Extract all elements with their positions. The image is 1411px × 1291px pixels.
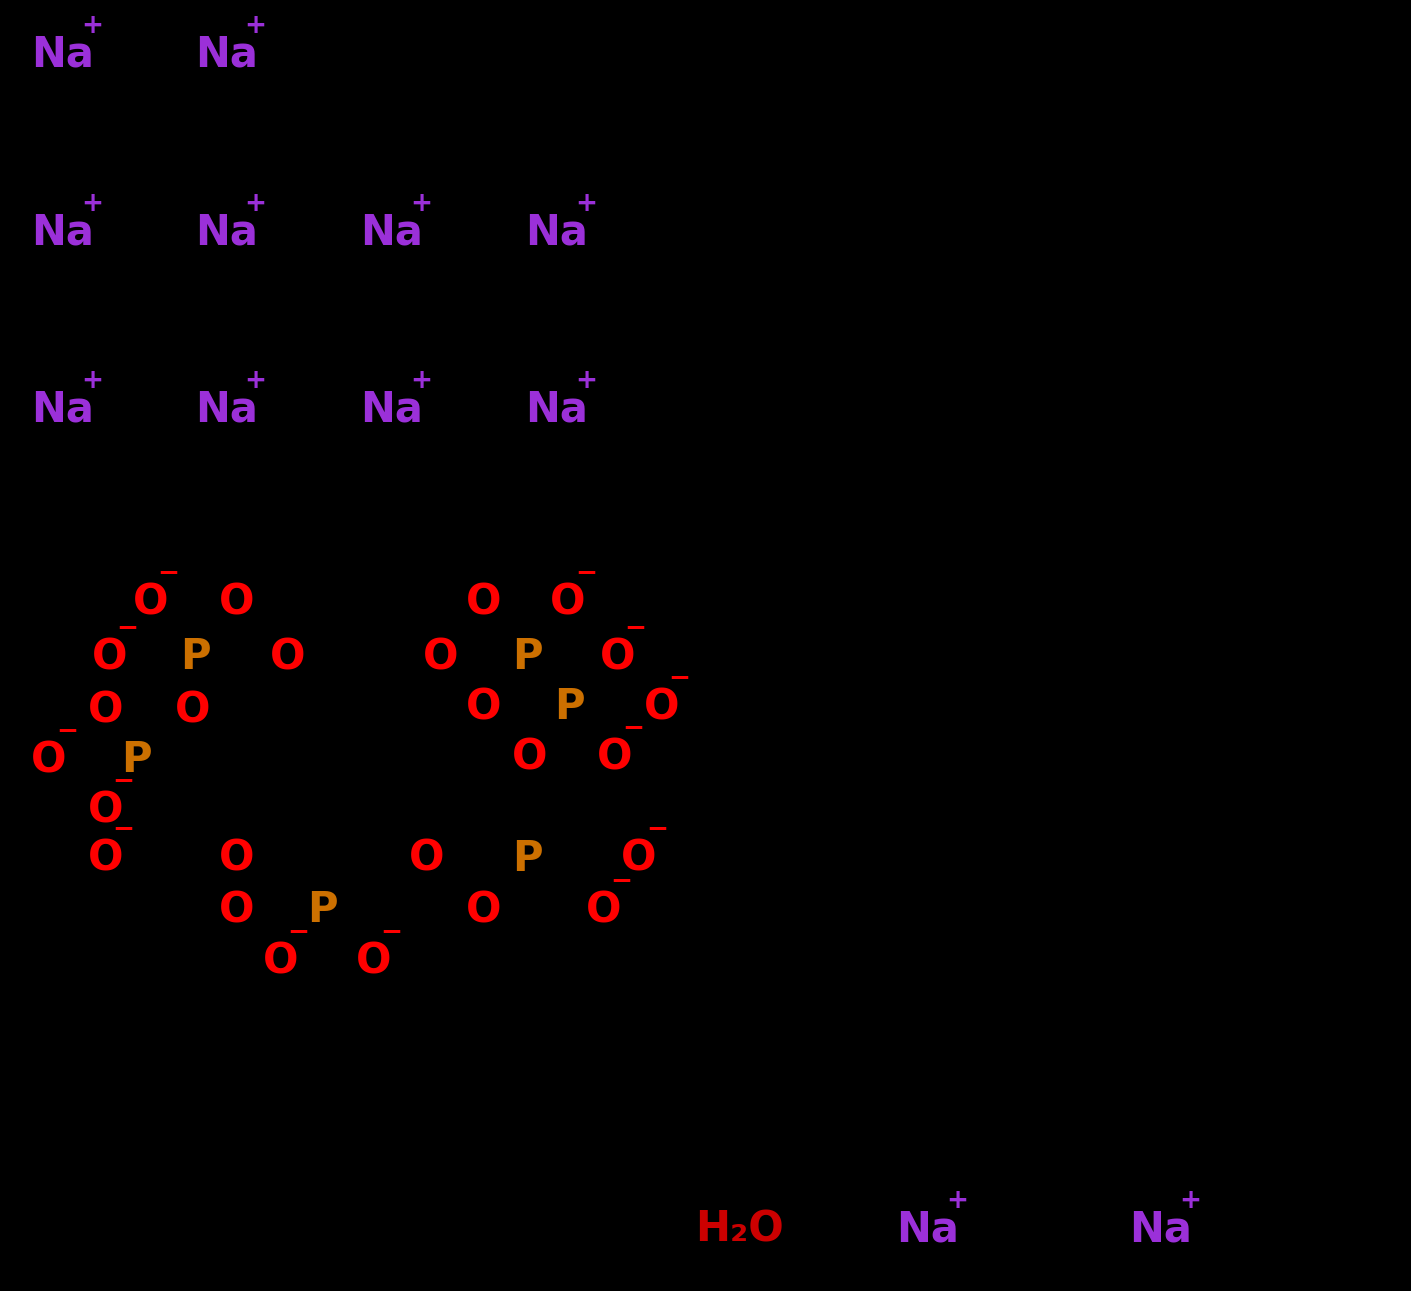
Text: −: − bbox=[113, 817, 134, 843]
Text: O: O bbox=[643, 687, 679, 728]
Text: O: O bbox=[466, 582, 501, 624]
Text: −: − bbox=[381, 920, 402, 946]
Text: −: − bbox=[113, 769, 134, 795]
Text: Na: Na bbox=[525, 389, 588, 430]
Text: Na: Na bbox=[1129, 1208, 1192, 1250]
Text: Na: Na bbox=[31, 34, 95, 75]
Text: O: O bbox=[133, 582, 168, 624]
Text: O: O bbox=[92, 636, 127, 678]
Text: P: P bbox=[512, 838, 543, 879]
Text: O: O bbox=[31, 740, 66, 781]
Text: O: O bbox=[466, 889, 501, 931]
Text: −: − bbox=[625, 616, 646, 642]
Text: −: − bbox=[56, 719, 78, 745]
Text: P: P bbox=[512, 636, 543, 678]
Text: O: O bbox=[87, 838, 123, 879]
Text: P: P bbox=[121, 740, 152, 781]
Text: +: + bbox=[409, 368, 432, 394]
Text: −: − bbox=[158, 562, 179, 587]
Text: Na: Na bbox=[896, 1208, 959, 1250]
Text: O: O bbox=[586, 889, 621, 931]
Text: O: O bbox=[466, 687, 501, 728]
Text: P: P bbox=[555, 687, 586, 728]
Text: O: O bbox=[219, 889, 254, 931]
Text: −: − bbox=[646, 817, 667, 843]
Text: +: + bbox=[244, 191, 267, 217]
Text: +: + bbox=[80, 191, 103, 217]
Text: O: O bbox=[219, 582, 254, 624]
Text: O: O bbox=[87, 790, 123, 831]
Text: +: + bbox=[409, 191, 432, 217]
Text: Na: Na bbox=[525, 212, 588, 253]
Text: Na: Na bbox=[31, 212, 95, 253]
Text: +: + bbox=[1178, 1188, 1201, 1214]
Text: O: O bbox=[356, 941, 391, 982]
Text: Na: Na bbox=[360, 212, 423, 253]
Text: P: P bbox=[181, 636, 212, 678]
Text: −: − bbox=[669, 666, 690, 692]
Text: P: P bbox=[308, 889, 339, 931]
Text: O: O bbox=[270, 636, 305, 678]
Text: O: O bbox=[621, 838, 656, 879]
Text: O: O bbox=[600, 636, 635, 678]
Text: +: + bbox=[80, 13, 103, 39]
Text: H₂O: H₂O bbox=[696, 1208, 785, 1250]
Text: O: O bbox=[423, 636, 459, 678]
Text: −: − bbox=[117, 616, 138, 642]
Text: +: + bbox=[244, 13, 267, 39]
Text: Na: Na bbox=[195, 34, 258, 75]
Text: O: O bbox=[219, 838, 254, 879]
Text: +: + bbox=[574, 191, 597, 217]
Text: Na: Na bbox=[195, 212, 258, 253]
Text: Na: Na bbox=[195, 389, 258, 430]
Text: O: O bbox=[512, 737, 547, 778]
Text: Na: Na bbox=[360, 389, 423, 430]
Text: +: + bbox=[244, 368, 267, 394]
Text: −: − bbox=[611, 869, 632, 895]
Text: O: O bbox=[87, 689, 123, 731]
Text: +: + bbox=[945, 1188, 968, 1214]
Text: +: + bbox=[574, 368, 597, 394]
Text: −: − bbox=[622, 717, 643, 742]
Text: O: O bbox=[175, 689, 210, 731]
Text: −: − bbox=[288, 920, 309, 946]
Text: O: O bbox=[597, 737, 632, 778]
Text: +: + bbox=[80, 368, 103, 394]
Text: O: O bbox=[262, 941, 298, 982]
Text: Na: Na bbox=[31, 389, 95, 430]
Text: O: O bbox=[409, 838, 444, 879]
Text: −: − bbox=[576, 562, 597, 587]
Text: O: O bbox=[550, 582, 586, 624]
